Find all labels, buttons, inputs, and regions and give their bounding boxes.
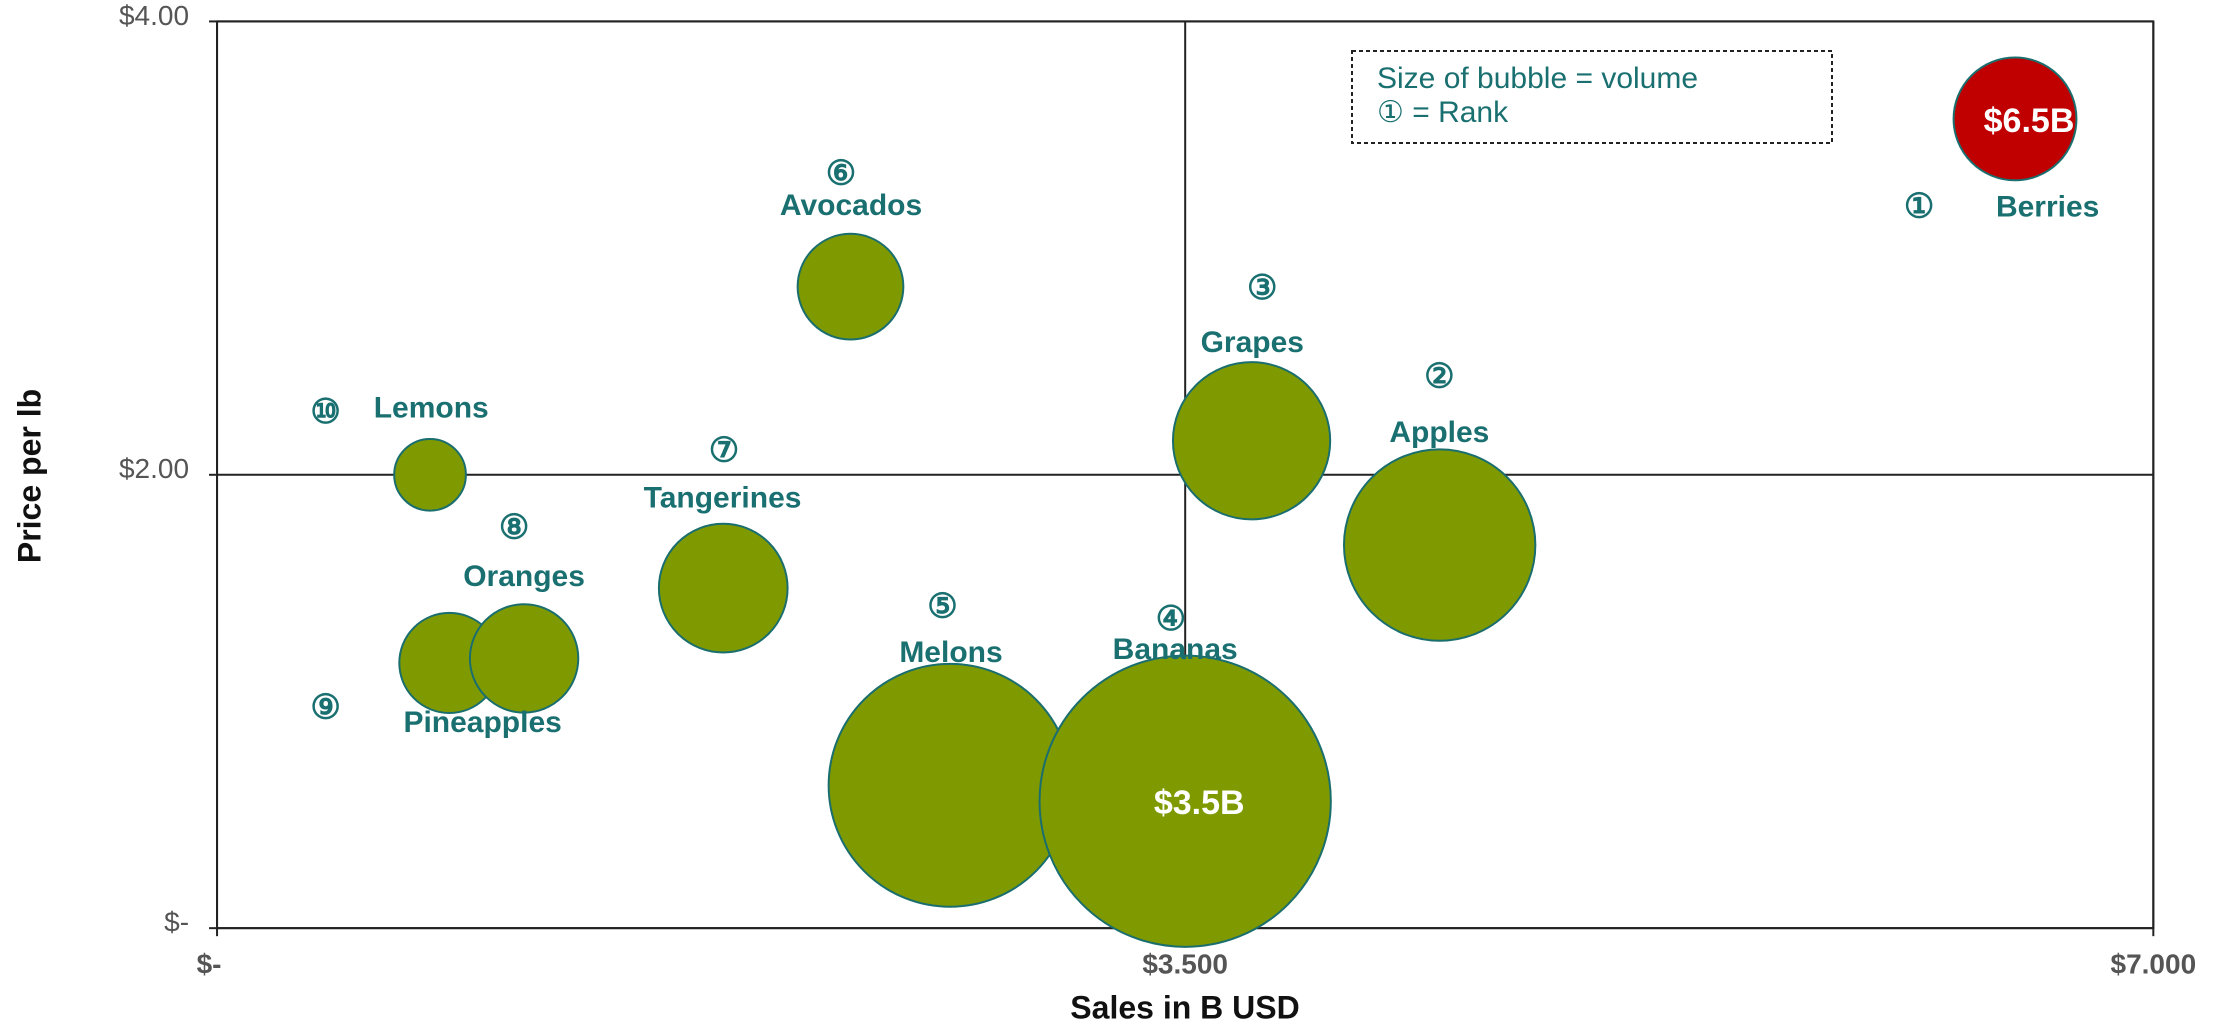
bubble-label: Berries (1996, 190, 2099, 223)
rank-label: ⑤ (927, 587, 957, 625)
rank-label: ⑧ (499, 509, 529, 547)
y-tick-label: $- (164, 907, 189, 938)
rank-label: ③ (1247, 269, 1277, 307)
bubble (1952, 56, 2078, 182)
y-axis-title: Price per lb (11, 389, 47, 563)
bubble (468, 603, 580, 714)
bubble-label: Melons (899, 636, 1002, 669)
rank-label: ① (1904, 187, 1934, 225)
rank-label: ⑨ (310, 689, 340, 727)
bubble (657, 522, 789, 654)
rank-label: ② (1424, 357, 1454, 395)
rank-label: ⑥ (826, 155, 856, 193)
x-axis-title: Sales in B USD (1070, 989, 1299, 1025)
legend-box (1351, 50, 1833, 144)
bubble (796, 232, 905, 341)
rank-label: ⑩ (310, 393, 340, 431)
bubble-label: Avocados (780, 189, 922, 222)
bubble-label: Lemons (374, 392, 489, 425)
bubble-label: Apples (1389, 416, 1489, 449)
bubble (1038, 654, 1332, 948)
bubble (1171, 361, 1332, 521)
y-tick-label: $2.00 (119, 453, 189, 484)
bubble (827, 662, 1073, 908)
rank-label: ⑦ (709, 432, 739, 470)
legend-text: Size of bubble = volume (1377, 62, 1698, 95)
bubble-label: Oranges (463, 560, 585, 593)
value-label: $3.5B (1154, 784, 1245, 822)
bubble-label: Pineapples (403, 706, 561, 739)
x-tick-label: $7.000 (2111, 949, 2197, 980)
rank-label: ④ (1156, 600, 1186, 638)
x-tick-label: $3.500 (1142, 949, 1228, 980)
x-tick-label: $- (197, 949, 222, 980)
bubble (1342, 448, 1537, 642)
y-tick-label: $4.00 (119, 0, 189, 31)
bubble-label: Tangerines (644, 482, 802, 515)
value-label: $6.5B (1984, 102, 2075, 140)
legend-text: ① = Rank (1377, 96, 1509, 129)
bubble-label: Bananas (1113, 633, 1238, 666)
bubble (393, 437, 467, 512)
bubble-label: Grapes (1201, 326, 1304, 359)
